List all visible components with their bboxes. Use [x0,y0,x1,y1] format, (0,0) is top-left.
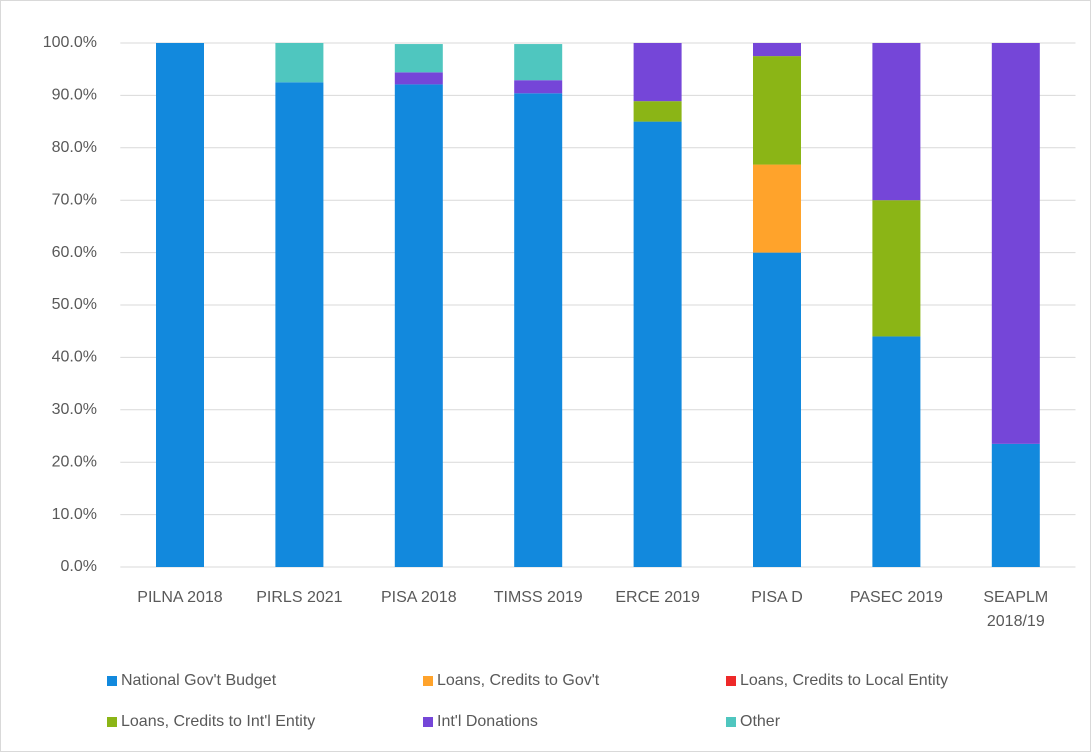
x-tick-label: TIMSS 2019 [494,589,583,606]
x-tick-label: PIRLS 2021 [256,589,342,606]
bar-segment [872,336,921,567]
y-tick-label: 60.0% [52,244,97,261]
bar-segment [753,56,801,165]
legend-label: Other [740,713,781,730]
bar-segment [633,43,682,102]
y-tick-label: 90.0% [52,87,97,104]
y-tick-label: 70.0% [52,191,97,208]
bar-segment [753,43,801,57]
legend-label: National Gov't Budget [121,672,277,689]
y-tick-label: 30.0% [52,401,97,418]
y-tick-label: 40.0% [52,349,97,366]
bar-segment [991,443,1040,567]
y-tick-label: 20.0% [52,453,97,470]
legend-swatch [423,717,433,727]
bar-segment [275,82,324,568]
x-tick-label: SEAPLM 2018/19 [983,589,1048,630]
legend-label: Loans, Credits to Int'l Entity [121,713,315,730]
bar-segment [753,164,801,253]
x-tick-label: PILNA 2018 [137,589,223,606]
legend-swatch [107,676,117,686]
legend-label: Loans, Credits to Local Entity [740,672,948,689]
legend-label: Loans, Credits to Gov't [437,672,600,689]
legend-swatch [726,717,736,727]
x-tick-label-line: 2018/19 [987,613,1045,630]
y-tick-label: 50.0% [52,296,97,313]
bar-segment [514,80,563,94]
x-tick-label: PASEC 2019 [850,589,943,606]
bar-segment [753,252,801,567]
bar-segment [872,43,921,201]
bar-segment [394,84,443,568]
legend-swatch [107,717,117,727]
x-tick-label-line: SEAPLM [983,589,1048,606]
bar-segment [633,121,682,567]
bar-segment [275,43,324,83]
bar-segment [633,101,682,122]
bar-segment [991,43,1040,444]
bar-segment [514,93,563,567]
x-tick-label: PISA 2018 [381,589,457,606]
bar-segment [156,43,204,567]
legend-swatch [726,676,736,686]
bar-segment [394,72,443,85]
bar-segment [872,200,921,337]
y-tick-label: 80.0% [52,139,97,156]
legend-label: Int'l Donations [437,713,538,730]
bar-segment [514,44,563,81]
y-tick-label: 100.0% [43,34,97,51]
y-tick-label: 10.0% [52,506,97,523]
bar-segment [394,44,443,73]
y-tick-label: 0.0% [61,558,97,575]
x-tick-label: ERCE 2019 [615,589,700,606]
legend-swatch [423,676,433,686]
x-tick-label: PISA D [751,589,803,606]
